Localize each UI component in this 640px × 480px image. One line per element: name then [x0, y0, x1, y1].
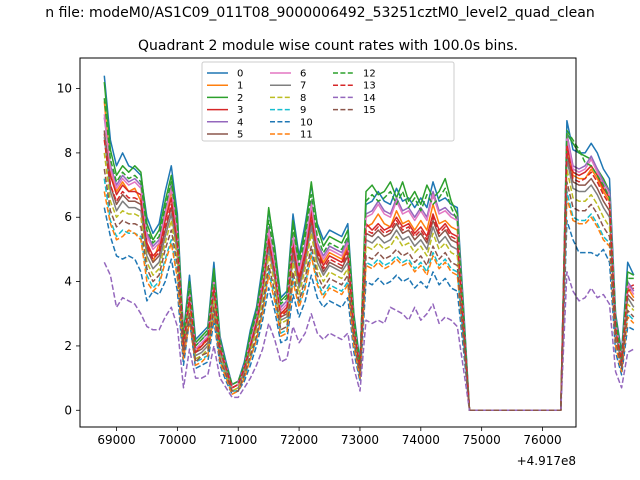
series-line-10 — [103, 207, 635, 412]
y-tick-label: 4 — [64, 275, 72, 289]
x-tick-label: 73000 — [341, 433, 379, 447]
legend-label-1: 1 — [237, 81, 243, 92]
series-line-3 — [103, 133, 635, 412]
x-tick-label: 69000 — [97, 433, 135, 447]
legend-label-5: 5 — [237, 130, 243, 141]
legend-label-3: 3 — [237, 105, 243, 116]
x-tick-label: 71000 — [219, 433, 257, 447]
series-line-11 — [103, 191, 635, 412]
x-offset-label: +4.917e8 — [517, 454, 576, 468]
plot-lines — [103, 75, 635, 412]
x-axis: 69000 70000 71000 72000 73000 74000 75000 76000 — [97, 427, 562, 447]
legend-label-13: 13 — [363, 81, 376, 92]
legend-frame — [201, 61, 455, 142]
x-tick-label: 74000 — [402, 433, 440, 447]
y-tick-label: 6 — [64, 210, 72, 224]
legend-label-15: 15 — [363, 105, 376, 116]
legend-label-9: 9 — [300, 105, 306, 116]
series-line-7 — [103, 136, 635, 412]
x-tick-label: 72000 — [280, 433, 318, 447]
legend-label-10: 10 — [300, 117, 313, 128]
series-line-5 — [103, 130, 635, 412]
x-tick-label: 70000 — [158, 433, 196, 447]
x-tick-label: 75000 — [463, 433, 501, 447]
y-tick-label: 0 — [64, 403, 72, 417]
legend-label-4: 4 — [237, 117, 243, 128]
series-line-8 — [103, 152, 635, 412]
series-line-15 — [103, 168, 635, 412]
chart-title: Quadrant 2 module wise count rates with … — [138, 38, 518, 54]
y-tick-label: 8 — [64, 146, 72, 160]
y-tick-label: 10 — [57, 82, 72, 96]
legend-label-8: 8 — [300, 93, 306, 104]
series-line-13 — [103, 139, 635, 412]
legend-label-6: 6 — [300, 69, 306, 80]
chart-suptitle: n file: modeM0/AS1C09_011T08_9000006492_… — [45, 5, 594, 21]
legend-label-12: 12 — [363, 69, 376, 80]
y-tick-label: 2 — [64, 339, 72, 353]
legend-label-11: 11 — [300, 130, 313, 141]
y-axis: 0 2 4 6 8 10 — [57, 82, 80, 417]
legend-label-14: 14 — [363, 93, 376, 104]
plot-frame — [79, 57, 577, 428]
legend-label-7: 7 — [300, 81, 306, 92]
x-tick-label: 76000 — [523, 433, 561, 447]
legend-label-0: 0 — [237, 69, 243, 80]
series-line-9 — [103, 178, 635, 412]
legend-label-2: 2 — [237, 93, 243, 104]
